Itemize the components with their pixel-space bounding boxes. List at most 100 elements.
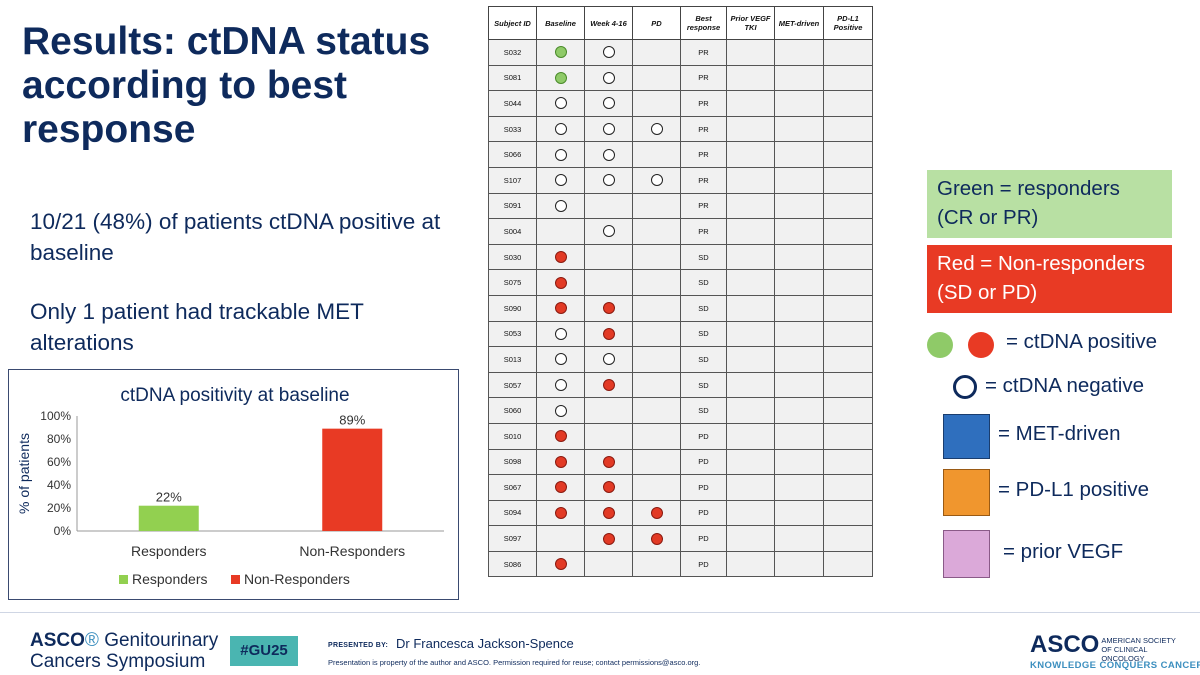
bar-data-label: 89% [339, 413, 365, 428]
pdl1-positive-cell [823, 39, 873, 66]
pdl1-positive-cell [823, 474, 873, 501]
subject-id-cell: S094 [488, 499, 537, 527]
table-row: S090 SD [488, 294, 873, 322]
ctdna-positive-icon [554, 455, 567, 468]
week-cell [584, 474, 633, 501]
ctdna-negative-icon [554, 148, 567, 161]
legend-swatch-icon [231, 575, 240, 584]
prior-vegf-cell [726, 371, 775, 399]
subject-id-cell: S066 [488, 141, 537, 168]
pdl1-positive-cell [823, 218, 873, 245]
baseline-cell [536, 525, 585, 552]
table-row: S032 PR [488, 39, 873, 66]
legend-entry: Non-Responders [244, 571, 350, 587]
week-cell [584, 115, 633, 143]
legend-ctdna-negative: = ctDNA negative [985, 374, 1144, 397]
subject-id-cell: S075 [488, 269, 537, 296]
subject-id-cell: S057 [488, 371, 537, 399]
ctdna-positive-icon [650, 532, 663, 545]
week-cell [584, 218, 633, 245]
met-driven-cell [774, 448, 824, 476]
legend-nonresponders-line2: (SD or PD) [937, 281, 1038, 304]
subject-id-cell: S107 [488, 166, 537, 194]
baseline-cell [536, 269, 585, 296]
best-response-cell: PD [680, 550, 727, 578]
met-driven-cell [774, 115, 824, 143]
table-row: S097 PD [488, 525, 873, 552]
baseline-cell [536, 90, 585, 117]
legend-prior-vegf: = prior VEGF [1003, 540, 1124, 563]
pd-cell [632, 550, 681, 578]
subject-id-cell: S060 [488, 397, 537, 424]
legend-entry: Responders [132, 571, 208, 587]
ctdna-positive-icon [554, 276, 567, 289]
baseline-cell [536, 243, 585, 271]
presented-by-label: PRESENTED BY: [328, 642, 389, 649]
baseline-cell [536, 218, 585, 245]
best-response-cell: SD [680, 269, 727, 296]
asco-brand: ASCO [30, 630, 85, 651]
legend-nonresponders-line1: Red = Non-responders [937, 252, 1145, 275]
table-row: S081 PR [488, 64, 873, 92]
best-response-cell: SD [680, 294, 727, 322]
met-driven-cell [774, 550, 824, 578]
pdl1-positive-cell [823, 166, 873, 194]
best-response-cell: PR [680, 115, 727, 143]
prior-vegf-cell [726, 346, 775, 373]
prior-vegf-cell [726, 90, 775, 117]
ctdna-positive-icon [554, 251, 567, 264]
table-row: S044 PR [488, 90, 873, 117]
pd-cell [632, 320, 681, 348]
subject-id-cell: S044 [488, 90, 537, 117]
prior-vegf-cell [726, 218, 775, 245]
pdl1-positive-cell [823, 422, 873, 450]
pd-cell [632, 269, 681, 296]
subject-id-cell: S004 [488, 218, 537, 245]
table-header-cell: PD-L1 Positive [823, 6, 873, 40]
subject-id-cell: S013 [488, 346, 537, 373]
baseline-cell [536, 294, 585, 322]
prior-vegf-cell [726, 141, 775, 168]
met-driven-cell [774, 39, 824, 66]
met-driven-cell [774, 422, 824, 450]
pd-cell [632, 192, 681, 220]
legend-blue-square-icon [943, 414, 990, 459]
met-driven-cell [774, 525, 824, 552]
ctdna-positive-icon [554, 430, 567, 443]
pdl1-positive-cell [823, 397, 873, 424]
x-tick-label: Responders [131, 543, 207, 559]
slide-title: Results: ctDNA status according to best … [22, 20, 431, 151]
asco-registered-icon: ® [84, 630, 99, 651]
subject-id-cell: S081 [488, 64, 537, 92]
table-header-cell: Baseline [536, 6, 585, 40]
ctdna-positive-icon [602, 379, 615, 392]
week-cell [584, 499, 633, 527]
ctdna-negative-icon [554, 353, 567, 366]
y-tick-label: 0% [54, 524, 72, 538]
week-cell [584, 448, 633, 476]
pd-cell [632, 115, 681, 143]
pdl1-positive-cell [823, 371, 873, 399]
pd-cell [632, 64, 681, 92]
pd-cell [632, 499, 681, 527]
pdl1-positive-cell [823, 550, 873, 578]
prior-vegf-cell [726, 39, 775, 66]
table-header-cell: MET-driven [774, 6, 824, 40]
baseline-cell [536, 397, 585, 424]
week-cell [584, 346, 633, 373]
ctdna-negative-icon [602, 148, 615, 161]
week-cell [584, 166, 633, 194]
ctdna-negative-icon [554, 97, 567, 110]
week-cell [584, 525, 633, 552]
pd-cell [632, 141, 681, 168]
best-response-cell: PD [680, 448, 727, 476]
permission-note: Presentation is property of the author a… [328, 658, 701, 667]
ctdna-negative-icon [554, 327, 567, 340]
met-driven-cell [774, 320, 824, 348]
prior-vegf-cell [726, 192, 775, 220]
prior-vegf-cell [726, 499, 775, 527]
met-driven-cell [774, 166, 824, 194]
chart-title: ctDNA positivity at baseline [120, 385, 349, 406]
ctdna-positive-icon [554, 46, 567, 59]
ctdna-negative-icon [602, 225, 615, 238]
